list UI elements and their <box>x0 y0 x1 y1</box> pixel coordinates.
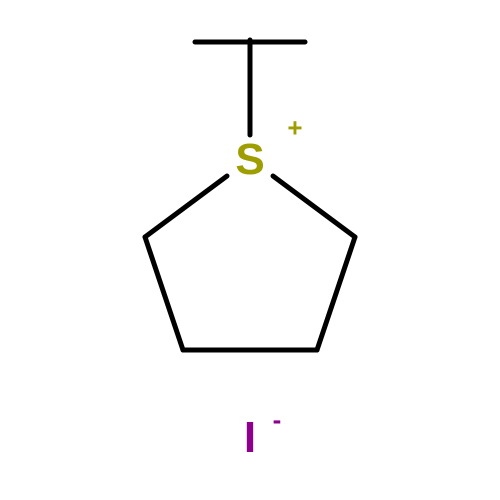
bond <box>145 176 227 237</box>
sulfur-charge: + <box>287 113 302 144</box>
sulfur-atom-label: S <box>235 135 264 185</box>
iodide-charge: - <box>273 405 282 436</box>
bond <box>145 237 183 350</box>
iodide-atom-label: I <box>244 413 256 463</box>
bond-group <box>145 40 355 350</box>
bond <box>317 237 355 350</box>
bond <box>273 176 355 237</box>
